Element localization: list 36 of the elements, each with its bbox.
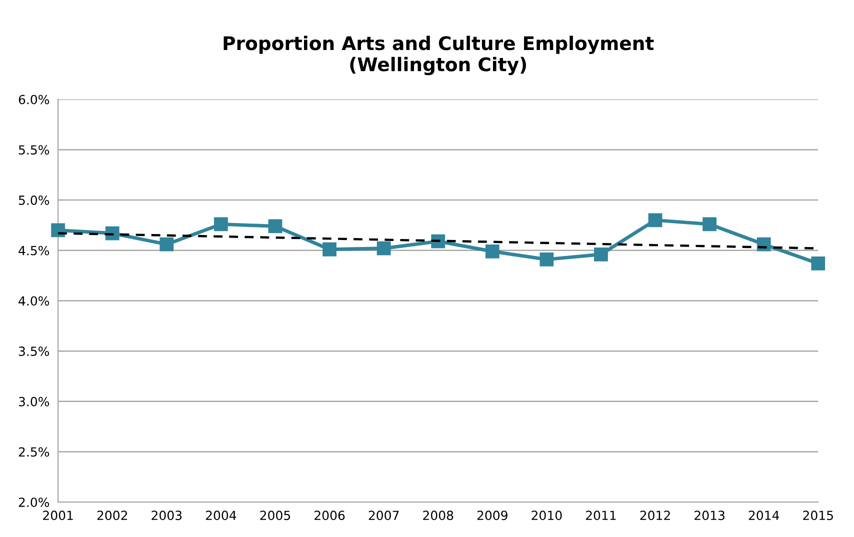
y-tick-label: 5.5% — [18, 145, 50, 155]
point — [594, 247, 608, 262]
point — [702, 217, 716, 232]
point — [376, 241, 391, 256]
point — [160, 237, 174, 252]
y-tick-label: 3.5% — [18, 346, 50, 356]
point — [214, 217, 228, 232]
x-tick-label: 2012 — [640, 510, 670, 520]
y-tick-label: 2.0% — [18, 498, 50, 508]
point — [268, 219, 282, 234]
x-tick-label: 2002 — [97, 510, 128, 520]
point — [811, 256, 826, 270]
y-tick-label: 2.5% — [18, 447, 50, 457]
x-tick-label: 2008 — [423, 510, 454, 520]
point — [648, 213, 662, 228]
x-tick-label: 2009 — [477, 510, 508, 520]
x-tick-label: 2015 — [803, 510, 833, 520]
x-tick-label: 2005 — [260, 510, 290, 520]
x-tick-label: 2014 — [748, 510, 780, 520]
point — [322, 242, 336, 256]
y-tick-label: 6.0% — [18, 94, 50, 104]
x-tick-label: 2001 — [43, 510, 73, 520]
y-tick-label: 4.5% — [18, 246, 50, 256]
y-tick-label: 4.0% — [18, 296, 50, 306]
x-tick-label: 2013 — [694, 510, 724, 520]
point — [485, 244, 500, 258]
y-tick-label: 5.0% — [18, 196, 50, 205]
chart-title: Proportion Arts and Culture Employment (Wellington City) — [224, 36, 654, 76]
x-tick-label: 2010 — [532, 510, 562, 520]
x-tick-label: 2006 — [314, 510, 345, 520]
x-tick-label: 2003 — [152, 510, 182, 520]
x-tick-label: 2007 — [368, 510, 399, 520]
x-tick-label: 2011 — [586, 510, 616, 520]
point — [540, 252, 554, 266]
x-tick-label: 2004 — [206, 510, 236, 520]
y-tick-label: 3.0% — [18, 396, 50, 406]
